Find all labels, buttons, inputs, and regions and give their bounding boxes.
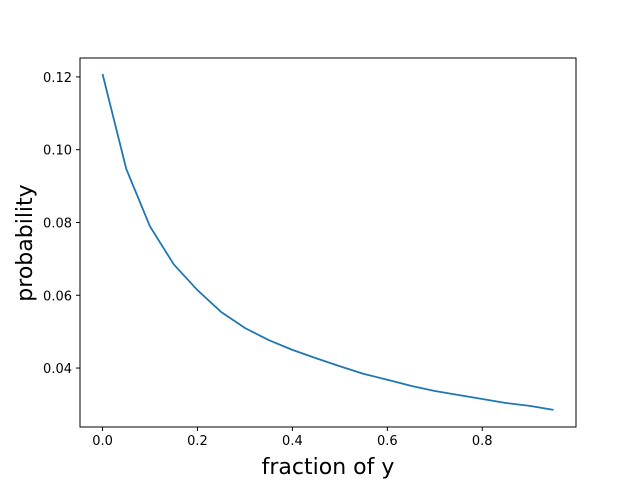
plot-frame [79, 57, 577, 428]
x-axis-label: fraction of y [262, 455, 395, 480]
y-tick-label: 0.10 [43, 144, 72, 159]
x-tick-label: 0.0 [92, 434, 113, 449]
y-axis-label: probability [13, 184, 38, 301]
x-tick-label: 0.2 [187, 434, 208, 449]
y-tick-label: 0.08 [43, 216, 72, 231]
y-tick-label: 0.06 [43, 289, 72, 304]
y-tick-label: 0.04 [43, 362, 72, 377]
x-tick-label: 0.8 [472, 434, 493, 449]
x-tick-label: 0.4 [282, 434, 303, 449]
x-tick-label: 0.6 [377, 434, 398, 449]
y-tick-label: 0.12 [43, 71, 72, 86]
line-series [101, 73, 554, 411]
